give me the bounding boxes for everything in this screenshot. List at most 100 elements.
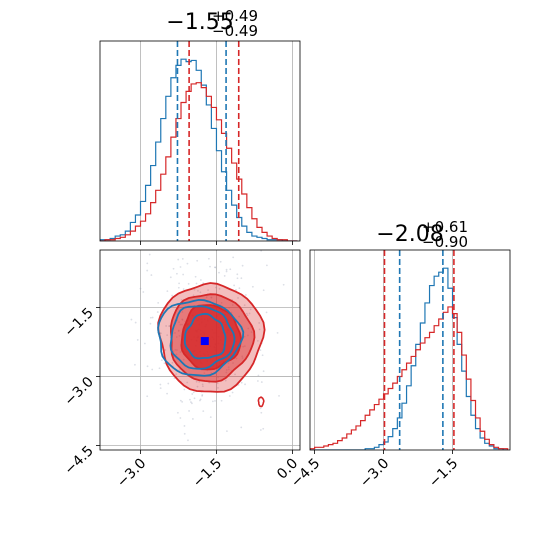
- scatter-point: [262, 289, 265, 292]
- scatter-point: [220, 301, 223, 304]
- scatter-point: [265, 311, 268, 314]
- scatter-point: [244, 294, 247, 296]
- joint-frame: [99, 249, 301, 451]
- marginal-x2-panel: [309, 249, 511, 454]
- scatter-point: [178, 282, 180, 285]
- scatter-point: [225, 268, 228, 271]
- marginal-x1-panel: [99, 40, 301, 245]
- x2-title-lower: −0.90: [422, 233, 468, 251]
- scatter-point: [186, 381, 189, 384]
- scatter-point: [134, 363, 136, 366]
- joint-panel: [71, 249, 301, 454]
- scatter-point: [181, 318, 184, 321]
- scatter-point: [257, 374, 260, 377]
- scatter-point: [150, 274, 153, 276]
- scatter-point: [192, 391, 195, 394]
- scatter-point: [181, 258, 184, 260]
- scatter-point: [225, 270, 228, 273]
- scatter-point: [195, 282, 198, 285]
- scatter-point: [166, 334, 169, 336]
- scatter-point: [258, 322, 261, 324]
- scatter-point: [243, 345, 246, 348]
- scatter-point: [260, 381, 263, 383]
- scatter-point: [172, 267, 175, 270]
- scatter-point: [151, 316, 154, 319]
- x1-tick-label: −1.5: [190, 456, 225, 491]
- scatter-point: [218, 287, 221, 290]
- scatter-point: [134, 321, 137, 324]
- marginal-x1-histograms: [100, 58, 298, 241]
- marginal-x2-tick-marks: [314, 450, 453, 454]
- scatter-point: [181, 318, 184, 321]
- scatter-point: [169, 276, 172, 279]
- scatter-point: [202, 410, 205, 413]
- scatter-point: [232, 256, 235, 259]
- scatter-point: [166, 392, 168, 395]
- marginal-x1-tick-marks: [140, 241, 293, 245]
- marginal-x2-grid: [314, 250, 453, 450]
- scatter-point: [177, 329, 180, 332]
- scatter-point: [158, 367, 161, 370]
- scatter-point: [139, 287, 142, 290]
- x1-histogram-series-0: [100, 58, 298, 241]
- scatter-point: [232, 362, 234, 364]
- marker-point: [200, 337, 209, 346]
- scatter-point: [258, 328, 261, 331]
- marginal-x1-frame: [99, 40, 301, 242]
- scatter-point: [228, 395, 231, 397]
- scatter-point: [171, 294, 174, 297]
- scatter-point: [197, 289, 199, 292]
- scatter-point: [175, 353, 178, 356]
- scatter-point: [149, 316, 152, 319]
- scatter-point: [259, 407, 262, 410]
- scatter-point: [71, 431, 73, 433]
- scatter-point: [188, 410, 190, 412]
- y-tick-label: −4.5: [61, 443, 96, 478]
- x1-histogram-series-1: [100, 82, 298, 241]
- scatter-point: [193, 397, 196, 400]
- scatter-point: [218, 271, 220, 274]
- scatter-point: [235, 357, 238, 360]
- scatter-point: [194, 275, 197, 278]
- scatter-point: [193, 288, 196, 291]
- scatter-point: [176, 272, 178, 275]
- scatter-point: [148, 253, 151, 256]
- scatter-point: [245, 312, 248, 315]
- scatter-point: [166, 290, 169, 292]
- scatter-point: [178, 321, 180, 324]
- scatter-point: [183, 432, 186, 435]
- scatter-point: [240, 426, 243, 429]
- scatter-point: [231, 304, 234, 306]
- scatter-point: [130, 318, 133, 321]
- scatter-point: [192, 294, 195, 297]
- x2-title-upper: +0.61: [422, 218, 468, 236]
- scatter-point: [181, 401, 184, 403]
- scatter-point: [175, 373, 178, 376]
- scatter-point: [236, 277, 239, 280]
- scatter-point: [199, 279, 202, 281]
- scatter-point: [182, 273, 185, 276]
- scatter-point: [190, 401, 192, 403]
- x2-histogram-series-0: [310, 267, 508, 450]
- scatter-point: [186, 262, 189, 265]
- scatter-point: [207, 257, 210, 260]
- scatter-point: [159, 387, 162, 390]
- scatter-point: [225, 371, 228, 374]
- scatter-point: [164, 349, 167, 351]
- joint-tick-marks: [96, 307, 293, 454]
- scatter-point: [237, 297, 239, 299]
- scatter-point: [182, 358, 185, 361]
- scatter-point: [178, 369, 181, 371]
- x1-tick-label: −3.0: [114, 456, 149, 491]
- scatter-point: [238, 287, 241, 290]
- scatter-point: [241, 264, 244, 267]
- scatter-point: [216, 382, 219, 385]
- scatter-point: [191, 402, 193, 405]
- scatter-point: [256, 340, 259, 342]
- scatter-point: [146, 269, 149, 272]
- scatter-point: [249, 308, 252, 311]
- marginal-x2-quantile-lines: [383, 250, 455, 450]
- scatter-point: [177, 330, 180, 332]
- scatter-point: [146, 395, 149, 398]
- scatter-point: [201, 394, 204, 397]
